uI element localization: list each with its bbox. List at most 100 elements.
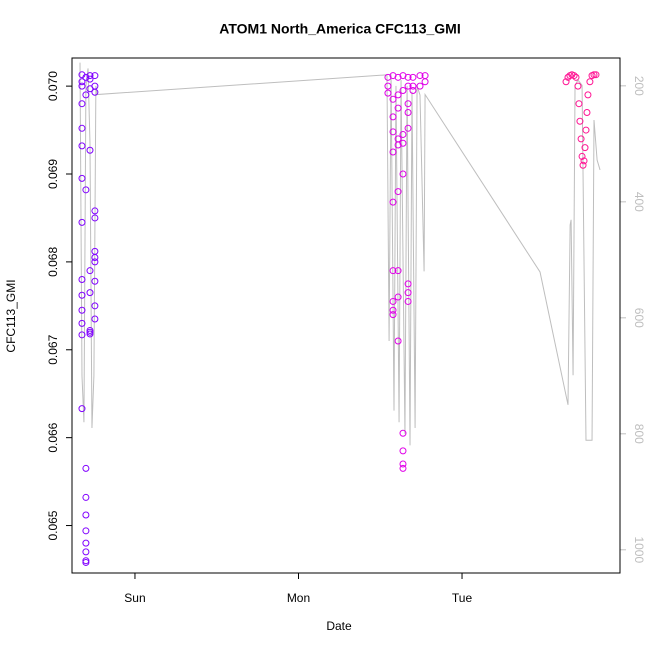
point (91, 214, 99, 222)
y-tick-label: 0.067 (46, 334, 60, 364)
point (389, 297, 397, 305)
point (91, 302, 99, 310)
point (86, 146, 94, 154)
point (394, 104, 402, 112)
point (86, 330, 94, 338)
point (78, 78, 86, 86)
y2-tick-label: 200 (632, 76, 646, 96)
point (78, 331, 86, 339)
point (86, 75, 94, 83)
point (590, 71, 598, 79)
point (404, 124, 412, 132)
point (409, 82, 417, 90)
point (91, 258, 99, 266)
point (91, 72, 99, 80)
point (78, 218, 86, 226)
point (583, 108, 591, 116)
point (82, 511, 90, 519)
point (91, 253, 99, 261)
point (399, 170, 407, 178)
point (416, 72, 424, 80)
point (409, 73, 417, 81)
y2-tick-label: 600 (632, 308, 646, 328)
point (86, 267, 94, 275)
point (78, 82, 86, 90)
y-tick-label: 0.070 (46, 71, 60, 101)
point (584, 91, 592, 99)
point (78, 275, 86, 283)
point (394, 267, 402, 275)
point (579, 161, 587, 169)
point (416, 82, 424, 90)
y2-tick-label: 400 (632, 192, 646, 212)
point (82, 539, 90, 547)
x-tick-label: Mon (287, 591, 310, 605)
point (91, 315, 99, 323)
point (394, 91, 402, 99)
y-tick-label: 0.068 (46, 247, 60, 277)
point (78, 100, 86, 108)
point (576, 117, 584, 125)
point (384, 82, 392, 90)
point (586, 78, 594, 86)
y2-tick-label: 800 (632, 424, 646, 444)
point (389, 113, 397, 121)
point (78, 306, 86, 314)
y2-tick-label: 1000 (632, 536, 646, 563)
point (394, 293, 402, 301)
point (78, 319, 86, 327)
point (577, 135, 585, 143)
pressure-line (79, 62, 601, 446)
point (399, 87, 407, 95)
point (399, 447, 407, 455)
point (404, 100, 412, 108)
point (91, 207, 99, 215)
point (404, 108, 412, 116)
point (78, 405, 86, 413)
point (389, 198, 397, 206)
point (82, 186, 90, 194)
point (91, 88, 99, 96)
point (389, 306, 397, 314)
x-tick-label: Sun (124, 591, 145, 605)
point (399, 130, 407, 138)
point (394, 141, 402, 149)
point (580, 157, 588, 165)
point (394, 73, 402, 81)
point (399, 429, 407, 437)
point (82, 464, 90, 472)
point (384, 89, 392, 97)
point (581, 144, 589, 152)
y-tick-label: 0.066 (46, 422, 60, 452)
point (82, 91, 90, 99)
point (404, 73, 412, 81)
point (389, 311, 397, 319)
point (578, 152, 586, 160)
point (404, 297, 412, 305)
point (404, 280, 412, 288)
point (574, 82, 582, 90)
point (91, 277, 99, 285)
point (575, 100, 583, 108)
point (78, 124, 86, 132)
point (562, 78, 570, 86)
point (389, 267, 397, 275)
y-tick-label: 0.069 (46, 159, 60, 189)
point (82, 558, 90, 566)
point (82, 548, 90, 556)
point (582, 126, 590, 134)
plot-box (71, 57, 621, 574)
point (78, 174, 86, 182)
chart-title: ATOM1 North_America CFC113_GMI (219, 21, 460, 37)
point (572, 73, 580, 81)
point (394, 337, 402, 345)
y-tick-label: 0.065 (46, 510, 60, 540)
point (404, 289, 412, 297)
point (399, 464, 407, 472)
point (86, 72, 94, 80)
point (82, 73, 90, 81)
x-axis-label: Date (326, 619, 352, 633)
point (78, 142, 86, 150)
